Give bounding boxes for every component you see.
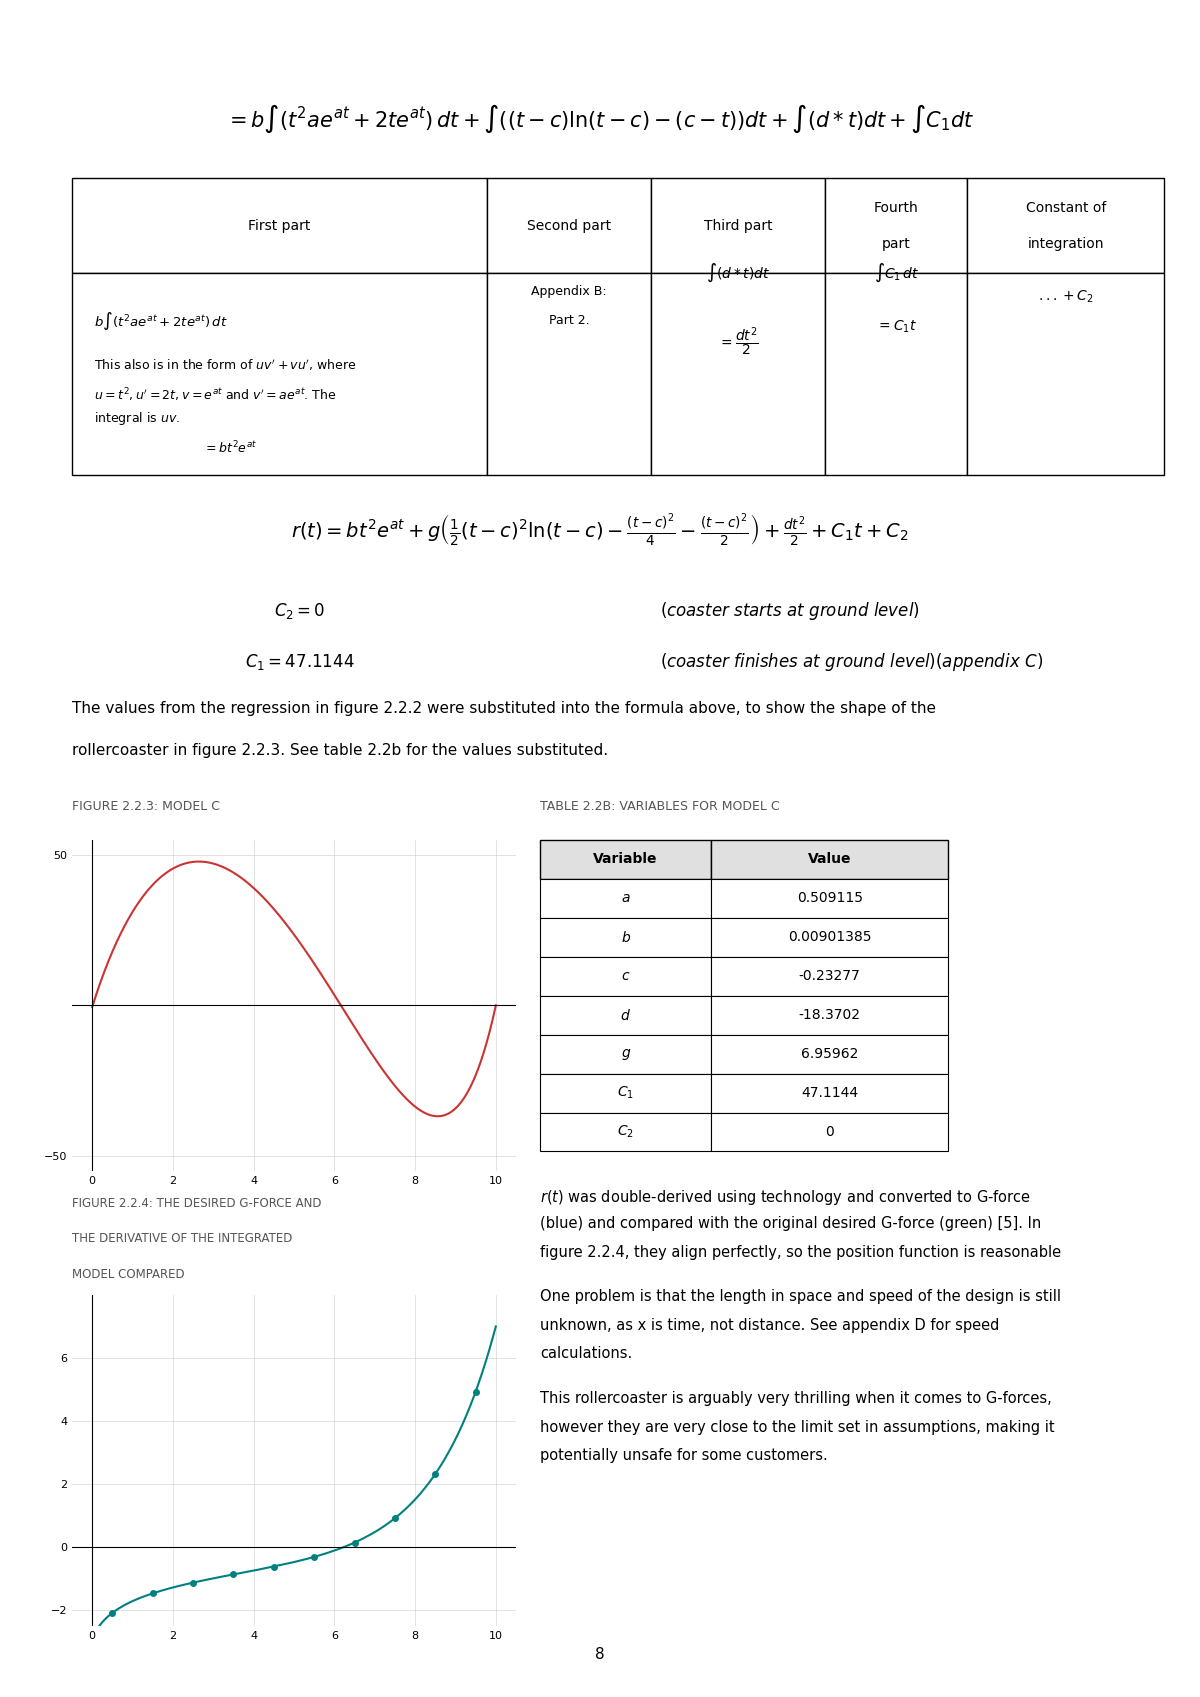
Text: The values from the regression in figure 2.2.2 were substituted into the formula: The values from the regression in figure… — [72, 701, 936, 716]
Text: part: part — [882, 236, 911, 251]
FancyBboxPatch shape — [650, 178, 826, 273]
FancyBboxPatch shape — [487, 178, 650, 273]
Text: $C_2$: $C_2$ — [617, 1123, 634, 1140]
Text: Second part: Second part — [527, 219, 611, 232]
Text: $a$: $a$ — [620, 891, 630, 906]
FancyBboxPatch shape — [72, 273, 487, 475]
FancyBboxPatch shape — [712, 1074, 948, 1113]
Text: $\int(d*t)dt$: $\int(d*t)dt$ — [706, 261, 770, 285]
FancyBboxPatch shape — [487, 273, 650, 475]
Text: MODEL COMPARED: MODEL COMPARED — [72, 1268, 185, 1281]
Text: unknown, as x is time, not distance. See appendix D for speed: unknown, as x is time, not distance. See… — [540, 1319, 1000, 1332]
FancyBboxPatch shape — [540, 1113, 712, 1152]
Text: 0: 0 — [826, 1125, 834, 1139]
Text: FIGURE 2.2.4: THE DESIRED G-FORCE AND: FIGURE 2.2.4: THE DESIRED G-FORCE AND — [72, 1196, 322, 1210]
Text: figure 2.2.4, they align perfectly, so the position function is reasonable: figure 2.2.4, they align perfectly, so t… — [540, 1244, 1061, 1259]
FancyBboxPatch shape — [72, 178, 487, 273]
Text: Part 2.: Part 2. — [548, 314, 589, 328]
Text: $b$: $b$ — [620, 930, 631, 945]
Text: 47.1144: 47.1144 — [802, 1086, 858, 1100]
Text: $C_1 = 47.1144$: $C_1 = 47.1144$ — [245, 652, 355, 672]
Text: $C_2 = 0$: $C_2 = 0$ — [275, 601, 325, 621]
Text: $u=t^2, u'=2t, v=e^{at}$ and $v'=ae^{at}$. The: $u=t^2, u'=2t, v=e^{at}$ and $v'=ae^{at}… — [94, 387, 336, 404]
Text: $= bt^2e^{at}$: $= bt^2e^{at}$ — [203, 440, 257, 456]
Text: First part: First part — [248, 219, 311, 232]
Text: Third part: Third part — [704, 219, 773, 232]
Text: TABLE 2.2B: VARIABLES FOR MODEL C: TABLE 2.2B: VARIABLES FOR MODEL C — [540, 799, 780, 813]
Text: $= C_1 t$: $= C_1 t$ — [876, 319, 917, 334]
FancyBboxPatch shape — [967, 273, 1164, 475]
FancyBboxPatch shape — [540, 918, 712, 957]
FancyBboxPatch shape — [967, 178, 1164, 273]
Text: rollercoaster in figure 2.2.3. See table 2.2b for the values substituted.: rollercoaster in figure 2.2.3. See table… — [72, 743, 608, 759]
Text: $= b\int(t^2ae^{at}+2te^{at})\,dt + \int((t-c)\ln(t-c)-(c-t))dt + \int(d*t)dt + : $= b\int(t^2ae^{at}+2te^{at})\,dt + \int… — [226, 102, 974, 136]
FancyBboxPatch shape — [540, 840, 712, 879]
Text: 0.00901385: 0.00901385 — [788, 930, 871, 944]
Text: $\int C_1\,dt$: $\int C_1\,dt$ — [874, 261, 919, 285]
Text: $b\int(t^2ae^{at}+2te^{at})\,dt$: $b\int(t^2ae^{at}+2te^{at})\,dt$ — [94, 311, 228, 331]
Text: $...+C_2$: $...+C_2$ — [1038, 288, 1093, 305]
Text: $g$: $g$ — [620, 1047, 631, 1062]
FancyBboxPatch shape — [712, 957, 948, 996]
Text: potentially unsafe for some customers.: potentially unsafe for some customers. — [540, 1448, 828, 1463]
Text: $c$: $c$ — [620, 969, 630, 983]
Text: integral is $uv$.: integral is $uv$. — [94, 411, 180, 428]
FancyBboxPatch shape — [712, 840, 948, 879]
Text: This also is in the form of $uv' + vu'$, where: This also is in the form of $uv' + vu'$,… — [94, 358, 356, 373]
Text: -18.3702: -18.3702 — [799, 1008, 860, 1022]
Text: FIGURE 2.2.3: MODEL C: FIGURE 2.2.3: MODEL C — [72, 799, 220, 813]
Text: integration: integration — [1027, 236, 1104, 251]
Text: THE DERIVATIVE OF THE INTEGRATED: THE DERIVATIVE OF THE INTEGRATED — [72, 1232, 293, 1246]
Text: (blue) and compared with the original desired G-force (green) [5]. In: (blue) and compared with the original de… — [540, 1217, 1042, 1230]
FancyBboxPatch shape — [650, 273, 826, 475]
Text: -0.23277: -0.23277 — [799, 969, 860, 983]
Text: $C_1$: $C_1$ — [617, 1084, 634, 1101]
FancyBboxPatch shape — [712, 1035, 948, 1074]
Text: 0.509115: 0.509115 — [797, 891, 863, 906]
Text: Value: Value — [808, 852, 852, 867]
Text: Fourth: Fourth — [874, 200, 919, 216]
Text: Constant of: Constant of — [1026, 200, 1106, 216]
FancyBboxPatch shape — [826, 178, 967, 273]
FancyBboxPatch shape — [540, 1035, 712, 1074]
Text: $r(t)$ was double-derived using technology and converted to G-force: $r(t)$ was double-derived using technolo… — [540, 1188, 1031, 1207]
Text: calculations.: calculations. — [540, 1346, 632, 1361]
FancyBboxPatch shape — [540, 996, 712, 1035]
Text: 6.95962: 6.95962 — [800, 1047, 858, 1061]
Text: $d$: $d$ — [620, 1008, 631, 1023]
FancyBboxPatch shape — [826, 273, 967, 475]
Text: $(coaster\ starts\ at\ ground\ level)$: $(coaster\ starts\ at\ ground\ level)$ — [660, 601, 919, 621]
FancyBboxPatch shape — [712, 996, 948, 1035]
Text: 8: 8 — [595, 1648, 605, 1661]
FancyBboxPatch shape — [712, 1113, 948, 1152]
FancyBboxPatch shape — [540, 1074, 712, 1113]
FancyBboxPatch shape — [540, 957, 712, 996]
FancyBboxPatch shape — [712, 879, 948, 918]
Text: Variable: Variable — [594, 852, 658, 867]
Text: $=\dfrac{dt^2}{2}$: $=\dfrac{dt^2}{2}$ — [718, 326, 758, 358]
Text: This rollercoaster is arguably very thrilling when it comes to G-forces,: This rollercoaster is arguably very thri… — [540, 1392, 1051, 1407]
Text: One problem is that the length in space and speed of the design is still: One problem is that the length in space … — [540, 1290, 1061, 1305]
Text: Appendix B:: Appendix B: — [532, 285, 607, 297]
FancyBboxPatch shape — [712, 918, 948, 957]
Text: however they are very close to the limit set in assumptions, making it: however they are very close to the limit… — [540, 1420, 1055, 1434]
FancyBboxPatch shape — [540, 879, 712, 918]
Text: $(coaster\ finishes\ at\ ground\ level)(appendix\ C)$: $(coaster\ finishes\ at\ ground\ level)(… — [660, 652, 1043, 672]
Text: $r(t) = bt^2e^{at} + g\left(\frac{1}{2}(t-c)^2\ln(t-c) - \frac{(t-c)^2}{4} - \fr: $r(t) = bt^2e^{at} + g\left(\frac{1}{2}(… — [292, 512, 908, 548]
